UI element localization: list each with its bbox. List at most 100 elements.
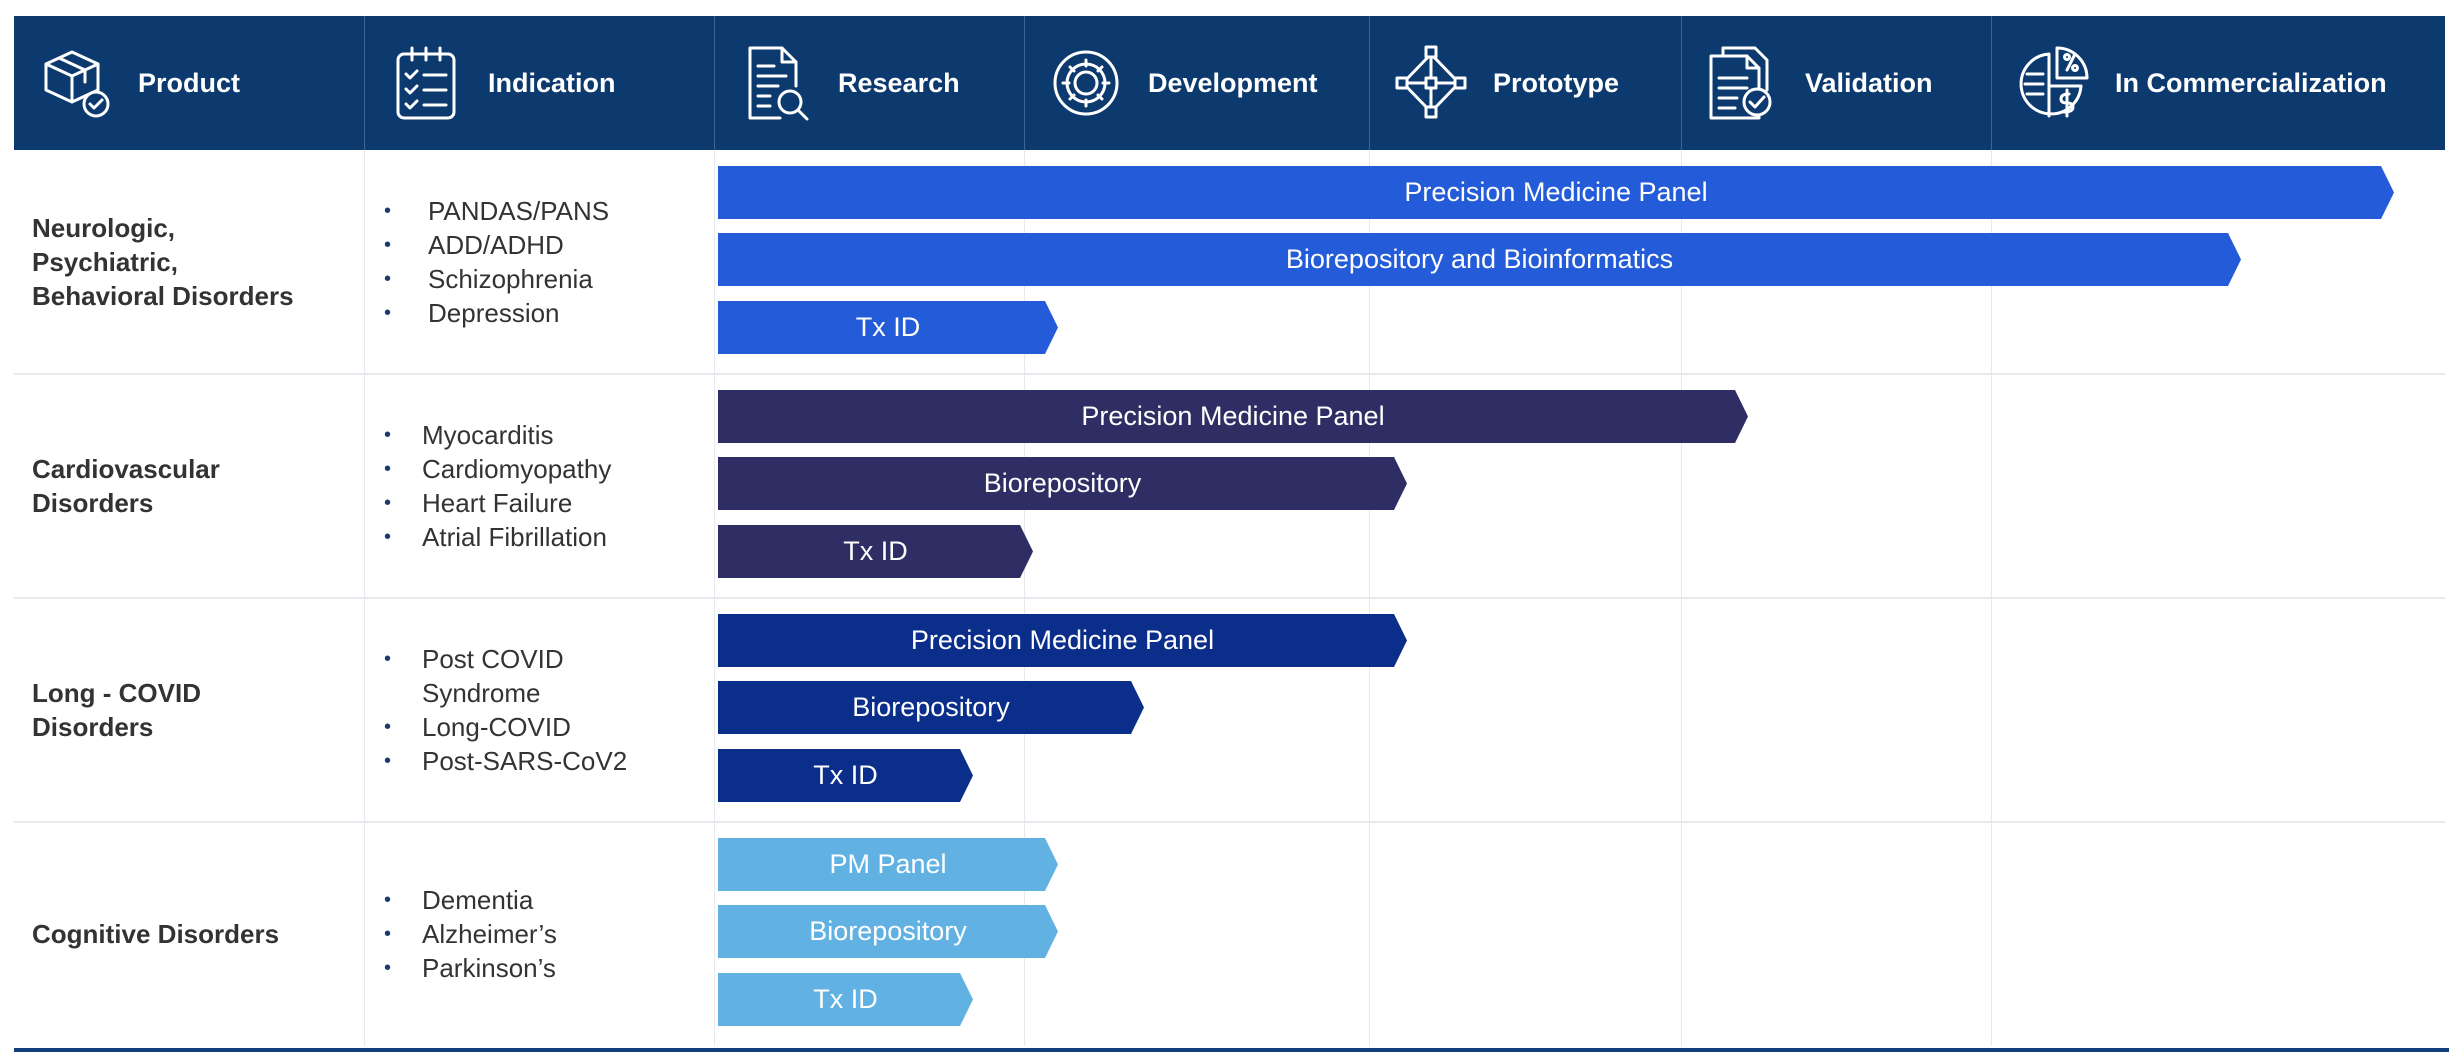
column-header-research: Research [714,16,1024,150]
pipeline-bar-label: Precision Medicine Panel [910,625,1215,655]
header-separator [714,16,715,150]
indication-item: • Long-COVID [384,710,627,744]
pipeline-bar-arrow-shape [718,749,973,802]
pipeline-bar-arrow-shape [718,166,2394,219]
indication-text: Schizophrenia [428,264,593,294]
indication-item: • Post-SARS-CoV2 [384,744,627,778]
indication-text: Myocarditis [422,420,554,450]
column-header-label: Prototype [1493,67,1620,98]
header-separator [1024,16,1025,150]
pipeline-bar-arrow-shape [718,233,2241,286]
indication-list: • Post COVID Syndrome • Long-COVID • Post-SAR… [384,642,627,778]
pipeline-bar: Biorepository and Bioinformatics [718,233,2241,286]
pipeline-bar-label: Precision Medicine Panel [1404,177,1708,207]
bullet-icon: • [384,923,392,945]
pipeline-bar-label: Biorepository [983,468,1142,498]
column-header-indication: Indication [364,16,714,150]
row-divider [14,597,2445,599]
bullet-icon: • [384,234,392,256]
pipeline-bar: Tx ID [718,749,973,802]
pipeline-bar-arrow-shape [718,457,1407,510]
pipeline-bar-arrow-shape [718,905,1058,958]
bullet-icon: • [384,648,392,670]
header-separator [1681,16,1682,150]
product-box-icon [40,44,112,122]
column-header-development: Development [1024,16,1369,150]
indication-item: • PANDAS/PANS [384,194,609,228]
pipeline-diagram: Product Indication Research Development … [14,16,2449,1052]
pipeline-bar-arrow-shape [718,838,1058,891]
document-search-icon [740,44,812,122]
bottom-rule [14,1048,2449,1052]
row-divider [14,821,2445,823]
pipeline-bar-arrow-shape [718,525,1033,578]
bullet-icon: • [384,889,392,911]
pipeline-bar: Biorepository [718,457,1407,510]
pipeline-bar-label: Tx ID [813,760,878,790]
pipeline-bar-arrow-shape [718,390,1748,443]
pie-chart-money-icon [2017,44,2089,122]
product-label: Cognitive Disorders [32,919,280,949]
indication-text: Dementia [422,885,534,915]
product-label: Long - COVID Disorders [32,678,201,742]
indication-item: • ADD/ADHD [384,228,609,262]
indication-item: • Dementia [384,883,557,917]
bullet-icon: • [384,716,392,738]
indication-item: • Depression [384,296,609,330]
pipeline-bar-arrow-shape [718,973,973,1026]
pipeline-bar-label: PM Panel [829,849,947,879]
pipeline-bar: Precision Medicine Panel [718,166,2394,219]
column-header-label: Indication [488,67,616,98]
bullet-icon: • [384,424,392,446]
gear-icon [1050,44,1122,122]
column-header-product: Product [14,16,364,150]
indication-text: Long-COVID [422,712,571,742]
header-separator [364,16,365,150]
column-header-prototype: Prototype [1369,16,1681,150]
indication-item: • Schizophrenia [384,262,609,296]
indication-text: Atrial Fibrillation [422,522,607,552]
indication-item: • Heart Failure [384,486,611,520]
bullet-icon: • [384,957,392,979]
column-header-label: Product [138,67,241,98]
pipeline-bar: Tx ID [718,525,1033,578]
pipeline-bar: Biorepository [718,681,1144,734]
pipeline-bar: PM Panel [718,838,1058,891]
bullet-icon: • [384,458,392,480]
bullet-icon: • [384,492,392,514]
indication-text: PANDAS/PANS [428,196,610,226]
bullet-icon: • [384,302,392,324]
header-bar: Product Indication Research Development … [14,16,2445,150]
pipeline-bar-label: Biorepository [852,692,1010,722]
indication-item: • Myocarditis [384,418,611,452]
indication-item: • Alzheimer’s [384,917,557,951]
pipeline-bar-arrow-shape [718,614,1407,667]
column-header-in-commercialization: In Commercialization [1991,16,2445,150]
pipeline-bar: Tx ID [718,301,1058,354]
indication-text: Depression [428,298,560,328]
pipeline-bar-arrow-shape [718,301,1058,354]
indication-text: Post COVID Syndrome [422,644,564,708]
bullet-icon: • [384,200,392,222]
pipeline-bar: Tx ID [718,973,973,1026]
checklist-clipboard-icon [390,44,462,122]
indication-text: Cardiomyopathy [422,454,612,484]
column-header-label: Validation [1805,67,1933,98]
indication-item: • Post COVID Syndrome [384,642,627,710]
product-label: Cardiovascular Disorders [32,454,220,518]
pipeline-bar-label: Biorepository [809,916,967,946]
column-header-label: Research [838,67,960,98]
indication-text: Parkinson’s [422,953,556,983]
column-header-label: Development [1148,67,1318,98]
pipeline-bar: Biorepository [718,905,1058,958]
indication-text: Heart Failure [422,488,573,518]
indication-list: • PANDAS/PANS • ADD/ADHD • Schizophrenia • Depr… [384,194,609,330]
pipeline-bar-arrow-shape [718,681,1144,734]
indication-list: • Dementia • Alzheimer’s • Parkinson’s [384,883,557,985]
pipeline-bar-label: Tx ID [813,984,878,1014]
header-separator [1369,16,1370,150]
bullet-icon: • [384,268,392,290]
pipeline-bar-label: Tx ID [843,536,908,566]
indication-item: • Parkinson’s [384,951,557,985]
pipeline-bar-label: Biorepository and Bioinformatics [1285,244,1674,274]
